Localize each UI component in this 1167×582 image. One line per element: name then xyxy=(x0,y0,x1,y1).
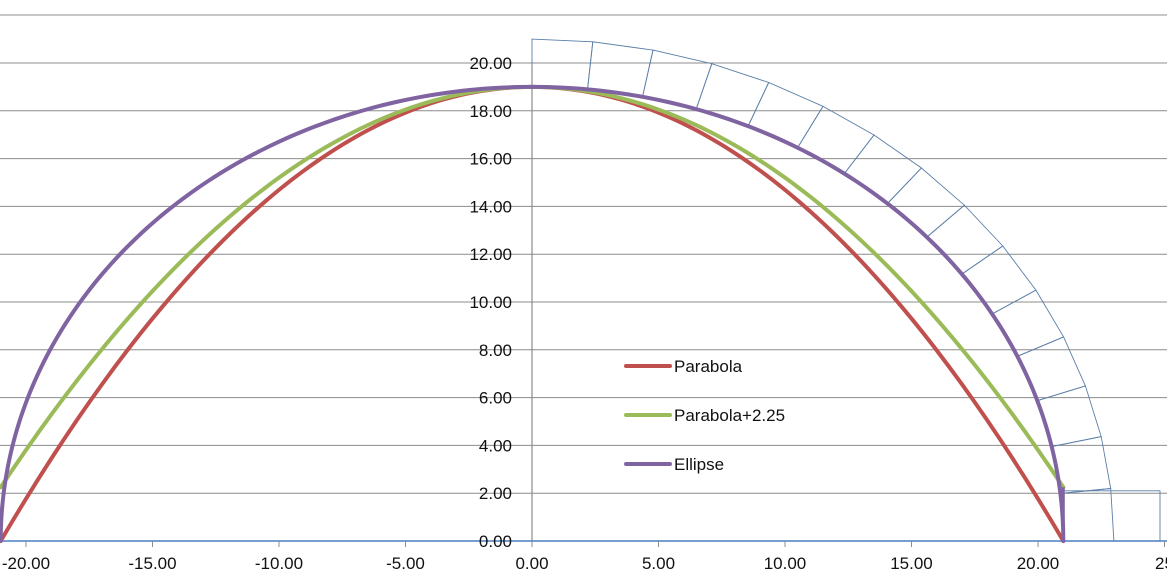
voussoir-block xyxy=(886,167,966,238)
y-tick-label: 2.00 xyxy=(479,484,512,503)
voussoir-block xyxy=(843,134,923,205)
x-tick-label: 20.00 xyxy=(1017,554,1060,573)
voussoir-block xyxy=(531,38,594,90)
y-tick-label: 6.00 xyxy=(479,389,512,408)
axes xyxy=(0,65,1167,547)
tick-labels: 0.00 2.00 4.00 6.00 8.00 10.00 12.00 14.00 16.00… xyxy=(2,54,1167,573)
voussoir-block xyxy=(1016,336,1087,402)
voussoir-block xyxy=(1059,488,1115,542)
x-tick-label: -10.00 xyxy=(255,554,303,573)
y-tick-label: 14.00 xyxy=(469,197,512,216)
gridlines xyxy=(0,14,1167,542)
y-tick-label: 8.00 xyxy=(479,341,512,360)
voussoir-block xyxy=(747,81,824,149)
series-line-ellipse xyxy=(0,84,1066,543)
x-tick-label: -20.00 xyxy=(2,554,50,573)
x-tick-label: 10.00 xyxy=(764,554,807,573)
voussoir-block xyxy=(961,245,1037,315)
voussoir-block xyxy=(796,105,875,175)
legend-label: Parabola xyxy=(674,357,743,376)
x-tick-label: 25 xyxy=(1155,554,1167,573)
legend: Parabola Parabola+2.25 Ellipse xyxy=(624,357,785,474)
y-tick-label: 16.00 xyxy=(469,150,512,169)
x-tick-label: 0.00 xyxy=(515,554,548,573)
legend-label: Parabola+2.25 xyxy=(674,406,785,425)
y-tick-label: 18.00 xyxy=(469,102,512,121)
y-tick-label: 4.00 xyxy=(479,436,512,455)
y-tick-label: 12.00 xyxy=(469,245,512,264)
voussoir-block xyxy=(1036,385,1102,448)
voussoir-block xyxy=(695,63,770,127)
voussoir-block xyxy=(991,289,1065,357)
y-tick-label: 20.00 xyxy=(469,54,512,73)
data-series xyxy=(0,84,1066,543)
x-tick-label: -15.00 xyxy=(128,554,176,573)
y-tick-label: 10.00 xyxy=(469,293,512,312)
legend-label: Ellipse xyxy=(674,455,724,474)
y-tick-label: 0.00 xyxy=(479,532,512,551)
x-tick-label: 5.00 xyxy=(642,554,675,573)
x-tick-label: -5.00 xyxy=(386,554,425,573)
x-tick-label: 15.00 xyxy=(890,554,933,573)
voussoir-block xyxy=(926,204,1004,275)
